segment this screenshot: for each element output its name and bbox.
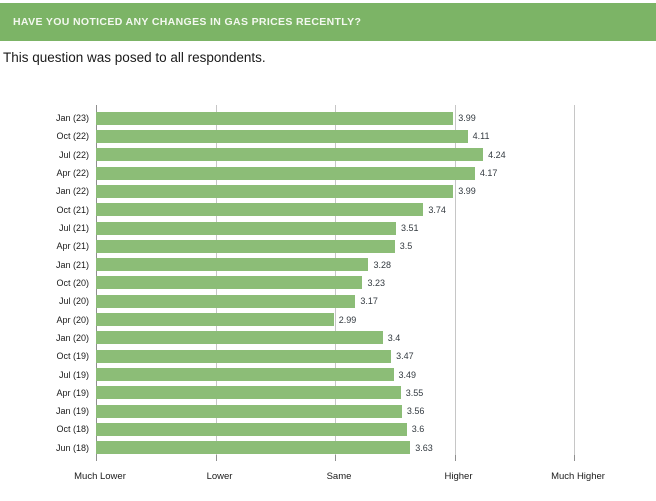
bar-row: Oct (18) 3.6 [56, 420, 574, 438]
bar-row: Apr (19) 3.55 [56, 384, 574, 402]
bar-row: Oct (19) 3.47 [56, 347, 574, 365]
question-title: HAVE YOU NOTICED ANY CHANGES IN GAS PRIC… [13, 16, 362, 28]
bar-row: Jan (23) 3.99 [56, 109, 574, 127]
bar-row: Jun (18) 3.63 [56, 439, 574, 457]
bar-row: Apr (22) 4.17 [56, 164, 574, 182]
category-label: Jan (19) [55, 406, 89, 417]
category-label: Jul (21) [58, 223, 89, 234]
gridline [454, 105, 456, 455]
bar [96, 184, 454, 198]
bar-row: Jul (20) 3.17 [59, 292, 574, 310]
value-label: 4.11 [472, 131, 490, 142]
category-label: Apr (19) [56, 387, 89, 398]
x-axis-label: Much Higher [551, 471, 605, 482]
value-label: 3.99 [458, 186, 476, 197]
value-label: 3.74 [428, 204, 446, 215]
bar [96, 422, 407, 436]
value-label: 3.47 [396, 351, 414, 362]
category-label: Apr (22) [56, 168, 89, 179]
category-label: Apr (21) [56, 241, 89, 252]
bar [96, 313, 334, 327]
bar [96, 349, 392, 363]
value-label: 4.17 [479, 168, 498, 179]
category-label: Oct (22) [56, 131, 89, 142]
x-axis-label: Much Lower [74, 471, 126, 482]
bar [96, 258, 369, 272]
category-label: Jan (22) [55, 186, 89, 197]
value-label: 3.99 [458, 113, 476, 124]
category-label: Oct (21) [56, 204, 89, 215]
category-label: Oct (20) [56, 277, 89, 288]
x-axis-label: Same [326, 471, 352, 482]
bar [96, 276, 363, 290]
bar-row: Apr (21) 3.5 [56, 237, 574, 255]
bar-row: Jan (20) 3.4 [56, 329, 574, 347]
value-label: 3.4 [387, 332, 401, 343]
value-label: 3.17 [360, 296, 378, 307]
bar [96, 331, 383, 345]
value-label: 3.5 [399, 241, 413, 252]
bar-row: Oct (20) 3.23 [56, 274, 574, 292]
bar [96, 368, 394, 382]
category-label: Oct (18) [56, 424, 89, 435]
value-label: 3.63 [415, 442, 433, 453]
value-label: 3.49 [398, 369, 417, 380]
category-label: Jan (21) [55, 259, 89, 270]
category-label: Jul (19) [58, 369, 89, 380]
bar-rows: Jan (23) 3.99 Oct (22) 4.11 Jul (22) 4.24 Apr … [56, 109, 574, 457]
category-label: Oct (19) [56, 351, 89, 362]
value-label: 3.56 [406, 406, 425, 417]
bar-row: Apr (20) 2.99 [56, 310, 574, 328]
bar-row: Oct (22) 4.11 [56, 127, 574, 145]
value-label: 2.99 [338, 314, 357, 325]
value-label: 3.28 [373, 259, 391, 270]
gridline [574, 105, 575, 455]
category-label: Jun (18) [55, 442, 89, 453]
category-label: Jan (23) [55, 113, 89, 124]
value-label: 3.6 [411, 424, 425, 435]
bar [96, 111, 454, 125]
bar-row: Jul (21) 3.51 [59, 219, 574, 237]
value-label: 3.51 [400, 223, 419, 234]
bar [96, 203, 424, 217]
bar-row: Jul (19) 3.49 [59, 365, 574, 383]
axis-tick [335, 455, 336, 461]
bar [96, 386, 401, 400]
chart-subtitle: This question was posed to all responden… [3, 50, 266, 65]
bar [96, 129, 468, 143]
x-axis-label: Lower [206, 471, 233, 482]
category-label: Jul (20) [58, 296, 89, 307]
bar-row: Jan (21) 3.28 [56, 256, 574, 274]
bar [96, 239, 395, 253]
bar [96, 148, 484, 162]
bar [96, 166, 475, 180]
bar-row: Jul (22) 4.24 [59, 146, 574, 164]
bar [96, 404, 402, 418]
bar [96, 294, 356, 308]
axis-tick [96, 455, 97, 461]
axis-tick [454, 455, 456, 461]
value-label: 4.24 [488, 149, 506, 160]
axis-tick [574, 455, 575, 461]
bar [96, 221, 396, 235]
bar-row: Oct (21) 3.74 [56, 201, 574, 219]
category-label: Jan (20) [55, 332, 89, 343]
bar [96, 441, 411, 455]
axis-tick [215, 455, 217, 461]
bar-row: Jan (19) 3.56 [56, 402, 574, 420]
value-label: 3.23 [367, 277, 386, 288]
bar-row: Jan (22) 3.99 [56, 182, 574, 200]
question-header: HAVE YOU NOTICED ANY CHANGES IN GAS PRIC… [0, 3, 656, 41]
category-label: Apr (20) [56, 314, 89, 325]
x-axis-label: Higher [444, 471, 473, 482]
value-label: 3.55 [405, 387, 424, 398]
category-label: Jul (22) [58, 149, 89, 160]
